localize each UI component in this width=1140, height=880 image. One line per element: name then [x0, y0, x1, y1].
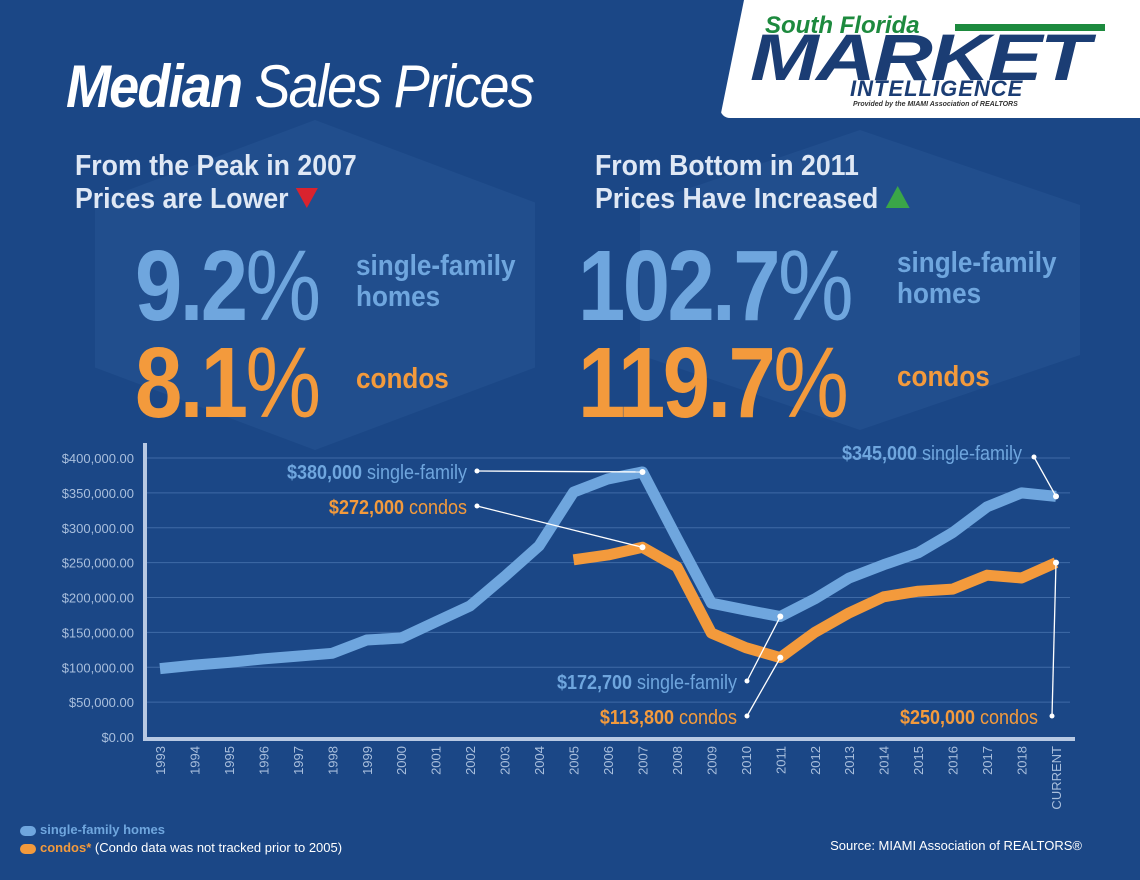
x-tick-label: 1998	[325, 746, 340, 775]
data-point-dot	[639, 468, 646, 475]
y-tick-label: $250,000.00	[62, 556, 134, 571]
x-tick-label: 1999	[360, 746, 375, 775]
x-tick-label: 2016	[946, 746, 961, 775]
annotation-leader	[1033, 456, 1057, 497]
x-tick-label: 2011	[773, 746, 788, 774]
y-tick-label: $50,000.00	[69, 695, 134, 710]
y-tick-label: $0.00	[101, 730, 134, 745]
annotation-dot	[1031, 454, 1037, 460]
x-tick-label: 2000	[394, 746, 409, 775]
x-tick-label: 1993	[153, 746, 168, 775]
annotation-dot	[744, 678, 750, 684]
legend-condo-swatch	[20, 843, 36, 854]
up-triangle-icon	[885, 186, 910, 208]
x-tick-label: 2009	[704, 746, 719, 775]
annotation-leader	[746, 616, 781, 682]
x-tick-label: 2008	[670, 746, 685, 775]
peak-condo-value: 8.1%	[135, 327, 322, 439]
annotation-label: $345,000 single-family	[842, 443, 1022, 465]
source-note: Source: MIAMI Association of REALTORS®	[830, 838, 1082, 853]
x-tick-label: 2013	[842, 746, 857, 775]
x-tick-label: 1995	[222, 746, 237, 775]
annotation-label: $380,000 single-family	[287, 462, 467, 484]
logo-bar	[955, 24, 1105, 31]
x-tick-label: 2014	[877, 746, 892, 775]
bottom-heading: From Bottom in 2011 Prices Have Increased	[595, 150, 910, 216]
bottom-condo-label: condos	[897, 361, 990, 393]
x-tick-label: 2005	[567, 746, 582, 775]
y-tick-label: $200,000.00	[62, 591, 134, 606]
annotation-leader	[476, 470, 643, 473]
annotation-leader	[746, 657, 781, 717]
annotation-leader	[1051, 562, 1057, 717]
condos-line	[572, 541, 1059, 664]
x-tick-label: 1997	[291, 746, 306, 775]
x-tick-label: 2003	[498, 746, 513, 775]
bottom-sf-label: single-family homes	[897, 247, 1057, 310]
x-tick-label: 2007	[635, 746, 650, 775]
title-rest: Sales Prices	[254, 53, 534, 120]
annotation-label: $272,000 condos	[329, 497, 467, 519]
x-tick-label: 2001	[429, 746, 444, 775]
annotation-leader	[476, 505, 643, 548]
annotation-dot	[744, 713, 750, 719]
x-tick-label: 2015	[911, 746, 926, 775]
data-point-dot	[1053, 559, 1059, 566]
y-tick-label: $350,000.00	[62, 486, 134, 501]
y-tick-label: $150,000.00	[62, 625, 134, 640]
peak-condo-label: condos	[356, 363, 449, 395]
y-tick-label: $300,000.00	[62, 521, 134, 536]
x-tick-label: 2017	[980, 746, 995, 775]
x-tick-label: 1994	[187, 746, 202, 775]
legend-condos: condos* (Condo data was not tracked prio…	[20, 840, 342, 855]
logo-line1: South Florida	[765, 12, 920, 39]
bottom-condo-value: 119.7%	[578, 327, 849, 439]
x-tick-label: 2004	[532, 746, 547, 775]
data-point-dot	[777, 654, 784, 661]
data-point-dot	[777, 613, 784, 620]
logo-line4: Provided by the MIAMI Association of REA…	[853, 101, 1018, 108]
y-tick-label: $400,000.00	[62, 451, 134, 466]
annotation-label: $172,700 single-family	[557, 672, 737, 694]
peak-sf-label: single-family homes	[356, 250, 516, 313]
annotation-dot	[474, 503, 480, 509]
bottom-sf-value: 102.7%	[578, 230, 854, 342]
legend-sf-swatch	[20, 825, 36, 836]
annotation-label: $113,800 condos	[600, 707, 737, 729]
x-tick-label: 2018	[1015, 746, 1030, 775]
peak-sf-value: 9.2%	[135, 230, 322, 342]
single-family-line	[159, 466, 1057, 675]
logo-line2: MARKET	[750, 20, 1090, 94]
x-tick-label: 2012	[808, 746, 823, 775]
logo-line3: INTELLIGENCE	[850, 76, 1024, 101]
peak-heading: From the Peak in 2007 Prices are Lower	[75, 150, 357, 215]
annotation-dot	[1049, 713, 1055, 719]
x-tick-label: 1996	[256, 746, 271, 775]
x-tick-label: 2010	[739, 746, 754, 775]
x-tick-label: 2002	[463, 746, 478, 775]
data-point-dot	[1053, 493, 1059, 500]
annotation-dot	[474, 468, 480, 474]
down-triangle-icon	[295, 188, 319, 208]
title-bold: Median	[66, 53, 243, 120]
logo: South Florida MARKET INTELLIGENCE Provid…	[720, 0, 1140, 118]
page-title: Median Sales Prices	[66, 52, 535, 121]
annotation-label: $250,000 condos	[900, 707, 1038, 729]
data-point-dot	[639, 544, 646, 551]
legend-sf: single-family homes	[20, 822, 165, 837]
x-tick-label: 2006	[601, 746, 616, 775]
x-tick-label: CURRENT	[1049, 746, 1064, 810]
y-tick-label: $100,000.00	[62, 660, 134, 675]
